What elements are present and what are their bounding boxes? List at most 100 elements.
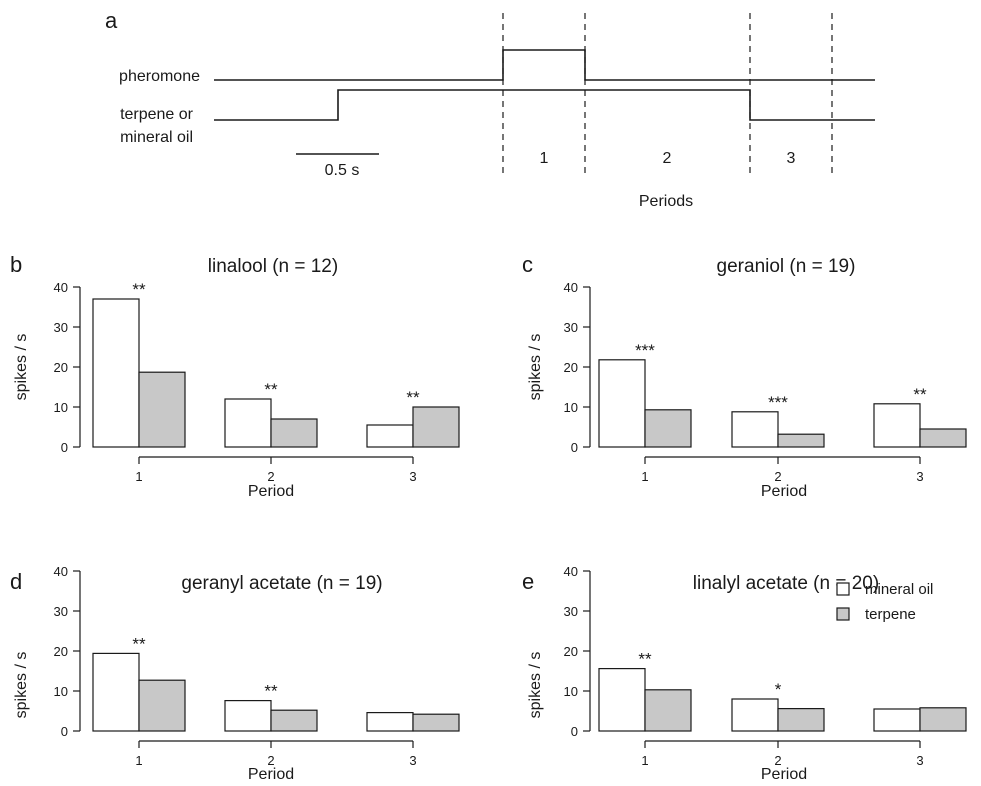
panel-c-y-tick-label: 10 — [564, 400, 578, 415]
panel-d-x-axis-label: Period — [248, 766, 294, 783]
panel-c-y-tick-label: 20 — [564, 360, 578, 375]
legend-swatch-mineral-oil — [836, 582, 850, 596]
panel-b-y-tick-label: 40 — [54, 280, 68, 295]
panel-d-y-axis-label: spikes / s — [13, 652, 30, 719]
panel-b-x-tick-label: 1 — [135, 469, 142, 484]
panel-c-bar-terpene-period-2 — [777, 433, 825, 448]
panel-letter-c: c — [522, 252, 533, 277]
panel-e-x-tick-label: 3 — [916, 753, 923, 768]
panel-b-title: linalool (n = 12) — [208, 256, 338, 277]
panel-letter-e: e — [522, 569, 534, 594]
scale-bar-label: 0.5 s — [325, 162, 360, 179]
panel-c-y-tick-label: 0 — [571, 440, 578, 455]
panel-b-x-tick-label: 2 — [267, 469, 274, 484]
panel-e-plot: 0 10 20 30 40 1 ** 2 * 3 — [564, 564, 967, 768]
panel-e-bar-mineral-oil-period-3 — [873, 708, 921, 732]
legend-label-terpene: terpene — [865, 606, 916, 623]
panel-c-x-axis-label: Period — [761, 483, 807, 500]
panel-b-bar-terpene-period-2 — [270, 418, 318, 448]
panel-e-x-axis-label: Period — [761, 766, 807, 783]
period-2-label: 2 — [663, 150, 672, 167]
panel-d-x-tick-label: 3 — [409, 753, 416, 768]
panel-b-y-axis-label: spikes / s — [13, 334, 30, 401]
panel-d-y-tick-label: 20 — [54, 644, 68, 659]
terpene-label-line1: terpene or — [120, 106, 194, 123]
panel-d-bar-terpene-period-3 — [412, 713, 460, 732]
panel-b-significance-period-1: ** — [132, 280, 146, 299]
panel-e-y-tick-label: 40 — [564, 564, 578, 579]
panel-c-bar-terpene-period-1 — [644, 409, 692, 448]
panel-c-title: geraniol (n = 19) — [717, 256, 856, 277]
legend-swatch-terpene — [836, 607, 850, 621]
panel-d-significance-period-1: ** — [132, 634, 146, 653]
panel-b-y-tick-label: 30 — [54, 320, 68, 335]
panel-b-bar-terpene-period-3 — [412, 406, 460, 448]
panel-e-y-axis-label: spikes / s — [527, 652, 544, 719]
panel-b-y-tick-label: 20 — [54, 360, 68, 375]
panel-e-significance-period-1: ** — [638, 650, 652, 669]
panel-b-significance-period-2: ** — [264, 380, 278, 399]
panel-e-bar-mineral-oil-period-2 — [731, 698, 779, 732]
panel-e-bar-terpene-period-1 — [644, 689, 692, 732]
terpene-label-line2: mineral oil — [120, 129, 193, 146]
terpene-trace — [214, 89, 875, 121]
panel-c-significance-period-3: ** — [913, 385, 927, 404]
panel-d-bar-mineral-oil-period-2 — [224, 699, 272, 732]
panel-c-geraniol: c geraniol (n = 19) spikes / s Period 0 1… — [522, 252, 967, 500]
panel-b-bar-mineral-oil-period-3 — [366, 424, 414, 448]
pheromone-trace — [214, 49, 875, 81]
panel-d-y-tick-label: 0 — [61, 724, 68, 739]
panel-b-y-tick-label: 0 — [61, 440, 68, 455]
panel-c-bar-terpene-period-3 — [919, 428, 967, 448]
panel-letter-b: b — [10, 252, 22, 277]
panel-b-y-tick-label: 10 — [54, 400, 68, 415]
panel-e-linalyl-acetate: e linalyl acetate (n = 20) spikes / s Pe… — [522, 564, 967, 783]
timing-diagram: a pheromone terpene or mineral oil 0.5 s… — [105, 8, 875, 210]
period-1-label: 1 — [540, 150, 549, 167]
panel-c-y-tick-label: 40 — [564, 280, 578, 295]
panel-b-x-tick-label: 3 — [409, 469, 416, 484]
legend-label-mineral-oil: mineral oil — [865, 581, 933, 598]
panel-e-significance-period-2: * — [775, 680, 782, 699]
pheromone-label: pheromone — [119, 68, 200, 85]
panel-c-plot: 0 10 20 30 40 1 *** 2 *** 3 ** — [564, 280, 967, 484]
panel-c-bar-mineral-oil-period-2 — [731, 411, 779, 448]
panel-e-bar-terpene-period-3 — [919, 707, 967, 732]
panel-e-x-tick-label: 2 — [774, 753, 781, 768]
panel-c-significance-period-1: *** — [635, 341, 655, 360]
panel-d-y-tick-label: 30 — [54, 604, 68, 619]
panel-c-x-tick-label: 3 — [916, 469, 923, 484]
panel-e-title: linalyl acetate (n = 20) — [693, 573, 879, 594]
panel-e-y-tick-label: 0 — [571, 724, 578, 739]
panel-c-x-tick-label: 2 — [774, 469, 781, 484]
panel-d-bar-mineral-oil-period-3 — [366, 711, 414, 732]
panel-e-y-tick-label: 30 — [564, 604, 578, 619]
panel-d-y-tick-label: 40 — [54, 564, 68, 579]
panel-letter-a: a — [105, 8, 118, 33]
panel-d-y-tick-label: 10 — [54, 684, 68, 699]
panel-e-y-tick-label: 10 — [564, 684, 578, 699]
panel-d-x-tick-label: 1 — [135, 753, 142, 768]
panel-b-significance-period-3: ** — [406, 388, 420, 407]
panel-c-bar-mineral-oil-period-1 — [598, 359, 646, 448]
panel-b-bar-mineral-oil-period-1 — [92, 298, 140, 448]
panel-d-x-tick-label: 2 — [267, 753, 274, 768]
panel-d-geranyl-acetate: d geranyl acetate (n = 19) spikes / s Pe… — [10, 564, 460, 783]
panel-b-linalool: b linalool (n = 12) spikes / s Period 0 1… — [10, 252, 460, 500]
legend: mineral oil terpene — [836, 581, 933, 623]
panel-c-significance-period-2: *** — [768, 393, 788, 412]
panel-d-bar-mineral-oil-period-1 — [92, 652, 140, 732]
panel-d-significance-period-2: ** — [264, 682, 278, 701]
panel-b-bar-mineral-oil-period-2 — [224, 398, 272, 448]
panel-e-x-tick-label: 1 — [641, 753, 648, 768]
panel-c-x-tick-label: 1 — [641, 469, 648, 484]
panel-c-bar-mineral-oil-period-3 — [873, 403, 921, 448]
panel-e-bar-mineral-oil-period-1 — [598, 667, 646, 732]
panel-c-y-tick-label: 30 — [564, 320, 578, 335]
period-3-label: 3 — [787, 150, 796, 167]
panel-e-bar-terpene-period-2 — [777, 707, 825, 732]
panel-b-plot: 0 10 20 30 40 1 ** 2 ** 3 ** — [54, 280, 460, 484]
panel-letter-d: d — [10, 569, 22, 594]
panel-b-x-axis-label: Period — [248, 483, 294, 500]
